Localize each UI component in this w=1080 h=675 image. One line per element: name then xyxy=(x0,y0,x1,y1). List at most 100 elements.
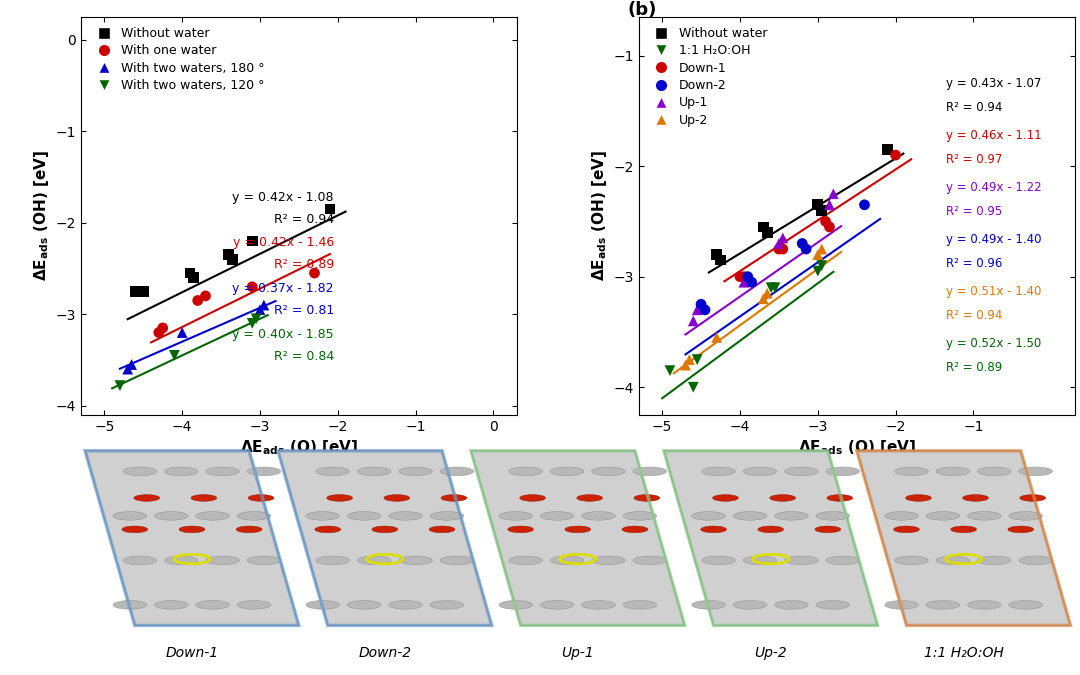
Point xyxy=(322,204,339,215)
Point xyxy=(797,244,814,254)
Circle shape xyxy=(977,467,1011,476)
Point xyxy=(825,188,842,199)
Point xyxy=(809,266,826,277)
Circle shape xyxy=(430,512,463,520)
Circle shape xyxy=(441,556,474,565)
Circle shape xyxy=(248,495,274,502)
Point xyxy=(809,199,826,210)
Point xyxy=(244,281,261,292)
Circle shape xyxy=(357,467,391,476)
Circle shape xyxy=(306,601,339,610)
Point xyxy=(887,150,904,161)
Circle shape xyxy=(372,526,397,533)
Circle shape xyxy=(540,512,573,520)
Circle shape xyxy=(968,512,1001,520)
Circle shape xyxy=(633,556,666,565)
Legend: Without water, 1:1 H₂O:OH, Down-1, Down-2, Up-1, Up-2: Without water, 1:1 H₂O:OH, Down-1, Down-… xyxy=(645,23,771,130)
Circle shape xyxy=(206,467,240,476)
Circle shape xyxy=(206,556,240,565)
Circle shape xyxy=(774,512,808,520)
Point xyxy=(135,286,152,297)
Circle shape xyxy=(348,512,381,520)
Circle shape xyxy=(154,601,188,610)
Point xyxy=(244,318,261,329)
Circle shape xyxy=(962,495,988,502)
Circle shape xyxy=(950,526,976,533)
Text: 1:1 H₂O:OH: 1:1 H₂O:OH xyxy=(923,646,1003,660)
Circle shape xyxy=(113,512,147,520)
Circle shape xyxy=(195,601,229,610)
Circle shape xyxy=(1018,467,1053,476)
Text: Down-2: Down-2 xyxy=(359,646,411,660)
Text: y = 0.49x - 1.22: y = 0.49x - 1.22 xyxy=(946,181,1042,194)
Circle shape xyxy=(247,467,281,476)
Text: R² = 0.94: R² = 0.94 xyxy=(946,309,1002,322)
Text: Down-1: Down-1 xyxy=(165,646,218,660)
Circle shape xyxy=(577,495,603,502)
Circle shape xyxy=(123,467,157,476)
Circle shape xyxy=(1020,495,1045,502)
Circle shape xyxy=(702,467,735,476)
Text: (b): (b) xyxy=(627,1,657,19)
Circle shape xyxy=(238,512,271,520)
Legend: Without water, With one water, With two waters, 180 °, With two waters, 120 °: Without water, With one water, With two … xyxy=(87,23,268,96)
Circle shape xyxy=(123,556,157,565)
Circle shape xyxy=(508,526,534,533)
Text: R² = 0.84: R² = 0.84 xyxy=(273,350,334,362)
Text: R² = 0.81: R² = 0.81 xyxy=(273,304,334,317)
Point xyxy=(794,238,811,249)
Circle shape xyxy=(154,512,188,520)
Text: R² = 0.94: R² = 0.94 xyxy=(946,101,1002,114)
Point xyxy=(762,282,780,293)
Circle shape xyxy=(348,601,381,610)
Circle shape xyxy=(936,467,970,476)
Text: R² = 0.89: R² = 0.89 xyxy=(946,361,1002,374)
Text: y = 0.40x - 1.85: y = 0.40x - 1.85 xyxy=(232,328,334,341)
Circle shape xyxy=(509,556,542,565)
Point xyxy=(692,299,710,310)
Circle shape xyxy=(519,495,545,502)
Circle shape xyxy=(827,495,853,502)
Point xyxy=(677,360,694,371)
Point xyxy=(119,364,136,375)
Text: R² = 0.96: R² = 0.96 xyxy=(946,257,1002,270)
Point xyxy=(252,304,269,315)
Point xyxy=(685,382,702,393)
Point xyxy=(165,350,183,361)
Point xyxy=(225,254,242,265)
Circle shape xyxy=(633,467,666,476)
Circle shape xyxy=(327,495,352,502)
Circle shape xyxy=(905,495,931,502)
Circle shape xyxy=(238,601,271,610)
Circle shape xyxy=(582,601,616,610)
Text: y = 0.43x - 1.07: y = 0.43x - 1.07 xyxy=(946,77,1041,90)
Point xyxy=(255,300,272,310)
Circle shape xyxy=(550,467,584,476)
Point xyxy=(174,327,191,338)
Point xyxy=(697,304,714,315)
Circle shape xyxy=(164,556,198,565)
Circle shape xyxy=(826,556,860,565)
Circle shape xyxy=(1009,601,1042,610)
Point xyxy=(758,227,775,238)
Point xyxy=(743,277,760,288)
Point xyxy=(220,249,238,260)
Circle shape xyxy=(977,556,1011,565)
Text: R² = 0.94: R² = 0.94 xyxy=(274,213,334,225)
Circle shape xyxy=(389,601,422,610)
Point xyxy=(708,332,726,343)
Circle shape xyxy=(1018,556,1053,565)
Circle shape xyxy=(316,467,350,476)
Circle shape xyxy=(770,495,796,502)
Circle shape xyxy=(592,467,625,476)
X-axis label: ΔE$_\mathbf{ads}$ (O) [eV]: ΔE$_\mathbf{ads}$ (O) [eV] xyxy=(797,438,916,457)
Text: y = 0.46x - 1.11: y = 0.46x - 1.11 xyxy=(946,129,1042,142)
Circle shape xyxy=(315,526,340,533)
Circle shape xyxy=(733,512,767,520)
Circle shape xyxy=(784,556,819,565)
X-axis label: ΔE$_\mathbf{ads}$ (O) [eV]: ΔE$_\mathbf{ads}$ (O) [eV] xyxy=(240,438,359,457)
Point xyxy=(735,277,753,288)
Point xyxy=(150,327,167,338)
Polygon shape xyxy=(856,451,1070,626)
Text: y = 0.52x - 1.50: y = 0.52x - 1.50 xyxy=(946,337,1041,350)
